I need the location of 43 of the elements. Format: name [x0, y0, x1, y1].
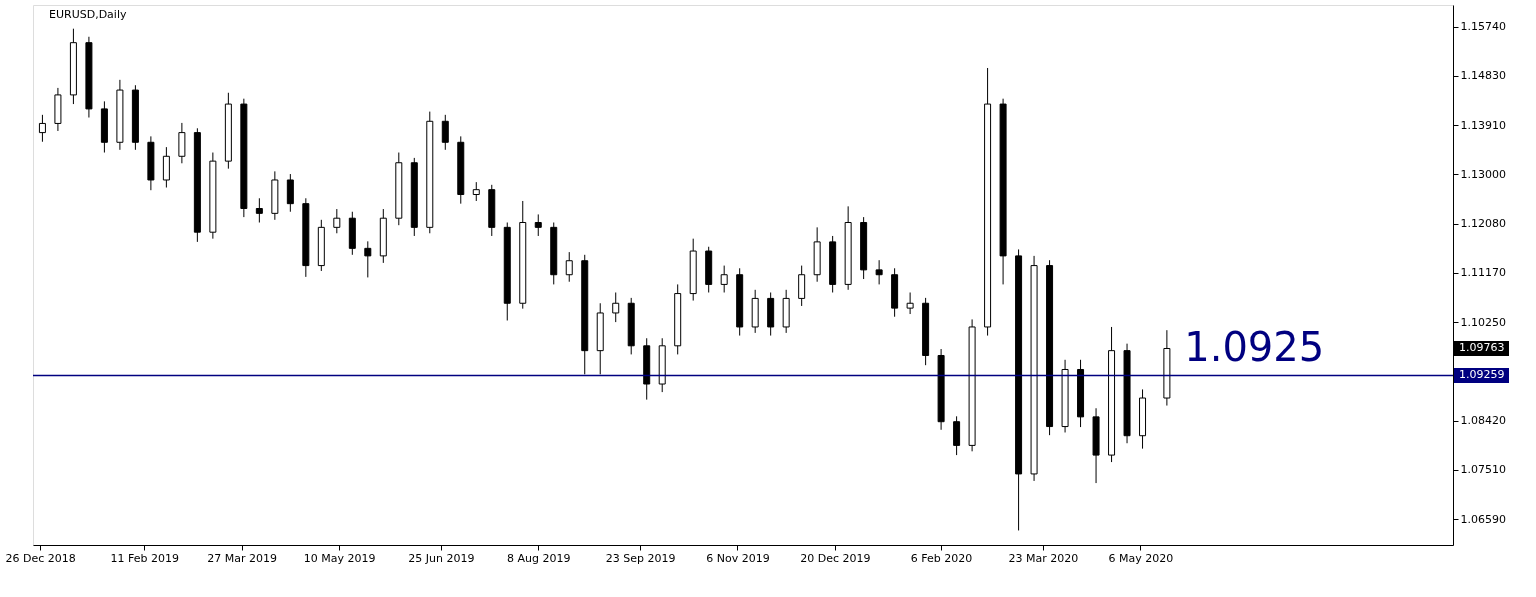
y-tick-label: 1.06590	[1460, 512, 1506, 526]
candlestick	[906, 292, 914, 315]
y-tick-label: 1.08420	[1460, 414, 1506, 428]
candlestick	[38, 114, 46, 143]
candlestick	[178, 122, 186, 164]
x-tick-label: 23 Mar 2020	[1008, 551, 1079, 565]
x-tick-label: 26 Dec 2018	[5, 551, 76, 565]
candlestick	[798, 265, 806, 307]
y-tick-label: 1.13000	[1460, 167, 1506, 181]
annotation: 1.0925	[1184, 324, 1325, 371]
y-tick-label: 1.07510	[1460, 463, 1506, 477]
candlestick	[472, 181, 480, 202]
candlestick	[720, 265, 728, 293]
candlestick	[364, 240, 372, 278]
x-tick-label: 8 Aug 2019	[507, 551, 571, 565]
x-tick-label: 6 Nov 2019	[706, 551, 770, 565]
candlestick	[534, 213, 542, 237]
x-tick-label: 6 May 2020	[1108, 551, 1174, 565]
candlestick	[162, 146, 170, 189]
x-tick-label: 11 Feb 2019	[110, 551, 179, 565]
x-tick-label: 25 Jun 2019	[408, 551, 475, 565]
x-tick-label: 23 Sep 2019	[605, 551, 676, 565]
x-tick-label: 6 Feb 2020	[910, 551, 973, 565]
x-tick-label: 20 Dec 2019	[800, 551, 871, 565]
candlestick	[255, 197, 263, 224]
y-tick-label: 1.14830	[1460, 69, 1506, 83]
y-tick-label: 1.15740	[1460, 20, 1506, 34]
candlestick	[441, 114, 449, 151]
y-tick-label: 1.12080	[1460, 217, 1506, 231]
y-tick-label: 1.11170	[1460, 266, 1506, 280]
text: 1.09763	[1459, 341, 1505, 355]
x-tick-label: 27 Mar 2019	[207, 551, 278, 565]
y-tick-label: 1.10250	[1460, 315, 1506, 329]
x-tick-label: 10 May 2019	[303, 551, 376, 565]
candlestick	[565, 251, 573, 283]
chart-title: EURUSD,Daily	[49, 8, 127, 21]
candlestick	[953, 415, 961, 456]
candlestick	[875, 259, 883, 285]
y-tick-label: 1.13910	[1460, 118, 1506, 132]
candlestick	[286, 173, 294, 213]
candlestick	[612, 292, 620, 323]
candlestick	[333, 208, 341, 234]
ref-line-label: 1.09259	[1459, 368, 1505, 382]
